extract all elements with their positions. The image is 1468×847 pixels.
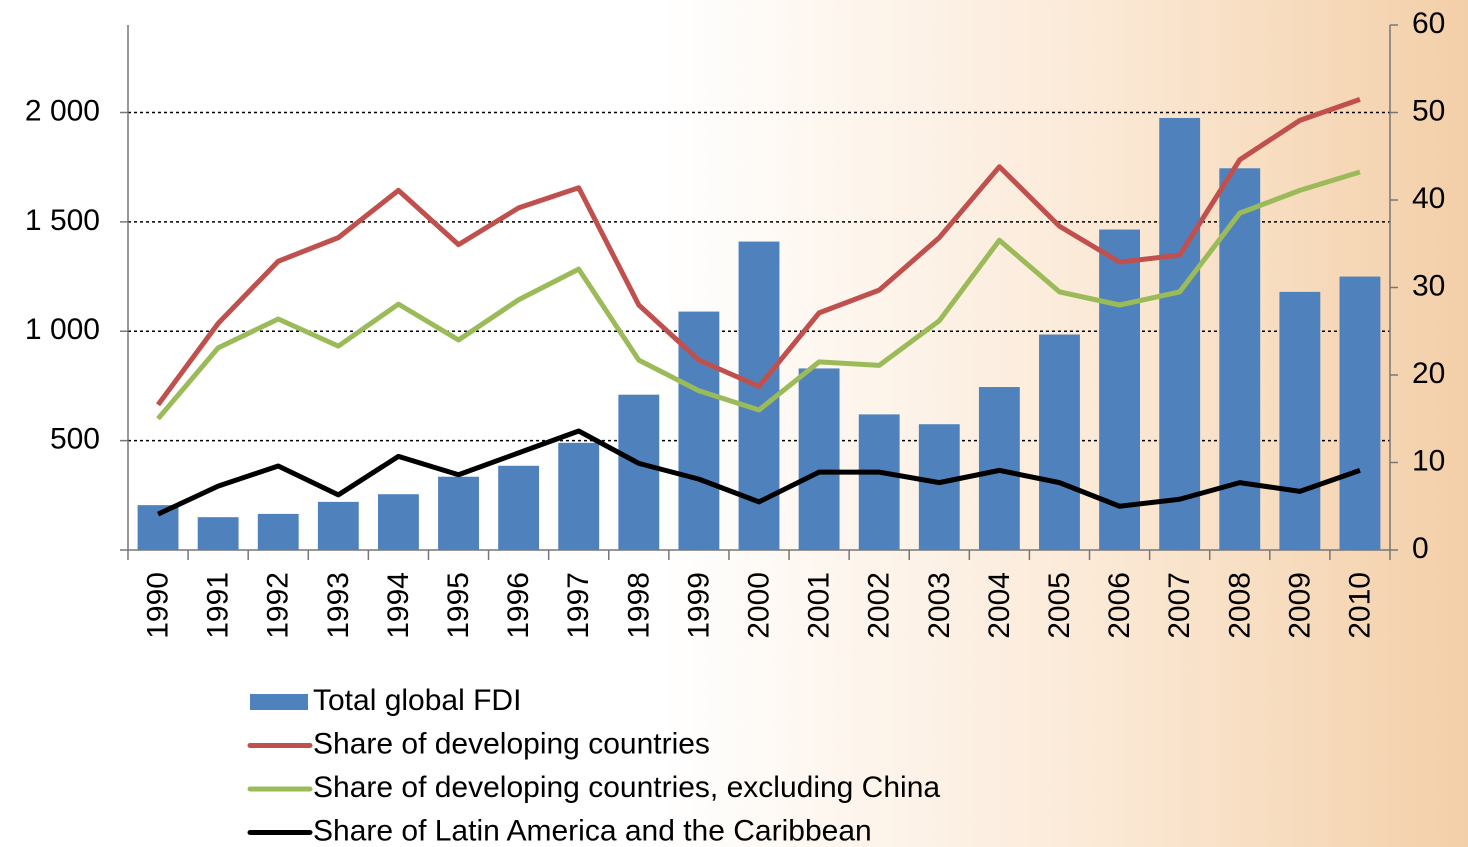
y2-tick-label: 10: [1412, 444, 1445, 477]
x-tick-label: 2006: [1103, 572, 1136, 639]
x-tick-label: 1996: [502, 572, 535, 639]
x-tick-label: 1994: [382, 572, 415, 639]
bar: [918, 424, 960, 550]
x-tick-label: 2004: [983, 572, 1016, 639]
bar: [1279, 291, 1321, 550]
legend-label: Share of developing countries, excluding…: [313, 771, 940, 804]
bar: [1339, 276, 1381, 550]
bar: [438, 476, 479, 550]
bar: [1159, 117, 1201, 550]
line: [156, 97, 1361, 407]
bar: [1099, 229, 1141, 550]
y2-tick-label: 30: [1412, 269, 1445, 302]
x-tick-label: 1997: [562, 572, 595, 639]
x-tick-label: 1995: [442, 572, 475, 639]
x-tick-label: 2007: [1163, 572, 1196, 639]
bar: [618, 394, 660, 550]
x-tick-label: 1992: [262, 572, 295, 639]
x-tick-label: 2002: [863, 572, 896, 639]
bar: [678, 311, 720, 550]
bar: [257, 513, 299, 550]
y2-tick-label: 50: [1412, 94, 1445, 127]
bar: [1219, 168, 1261, 550]
x-tick-label: 1998: [622, 572, 655, 639]
bar: [798, 368, 840, 550]
x-tick-label: 2008: [1223, 572, 1256, 639]
y-tick-label: 1 000: [25, 313, 100, 346]
y-tick-label: 500: [50, 423, 100, 456]
y2-tick-label: 20: [1412, 357, 1445, 390]
line: [156, 428, 1361, 517]
x-tick-label: 2009: [1283, 572, 1316, 639]
x-tick-label: 1999: [682, 572, 715, 639]
x-tick-label: 1993: [322, 572, 355, 639]
bar: [197, 517, 239, 550]
x-tick-label: 1991: [202, 572, 235, 639]
line: [156, 169, 1361, 421]
bar: [317, 501, 359, 550]
bar: [858, 414, 900, 550]
legend-swatch: [250, 694, 308, 710]
legend-label: Share of developing countries: [313, 727, 710, 760]
x-tick-label: 2003: [923, 572, 956, 639]
bar: [558, 442, 600, 550]
x-tick-label: 2005: [1043, 572, 1076, 639]
y2-tick-label: 60: [1412, 7, 1445, 40]
x-tick-label: 2001: [803, 572, 836, 639]
x-tick-label: 1990: [142, 572, 175, 639]
bar: [498, 465, 540, 550]
bar: [377, 494, 419, 550]
x-tick-label: 2010: [1343, 572, 1376, 639]
legend-label: Share of Latin America and the Caribbean: [313, 814, 872, 847]
bar: [1039, 334, 1080, 550]
y2-tick-label: 0: [1412, 532, 1429, 565]
y-tick-label: 1 500: [25, 204, 100, 237]
legend-label: Total global FDI: [313, 684, 521, 717]
x-tick-label: 2000: [743, 572, 776, 639]
y2-tick-label: 40: [1412, 182, 1445, 215]
y-tick-label: 2 000: [25, 94, 100, 127]
